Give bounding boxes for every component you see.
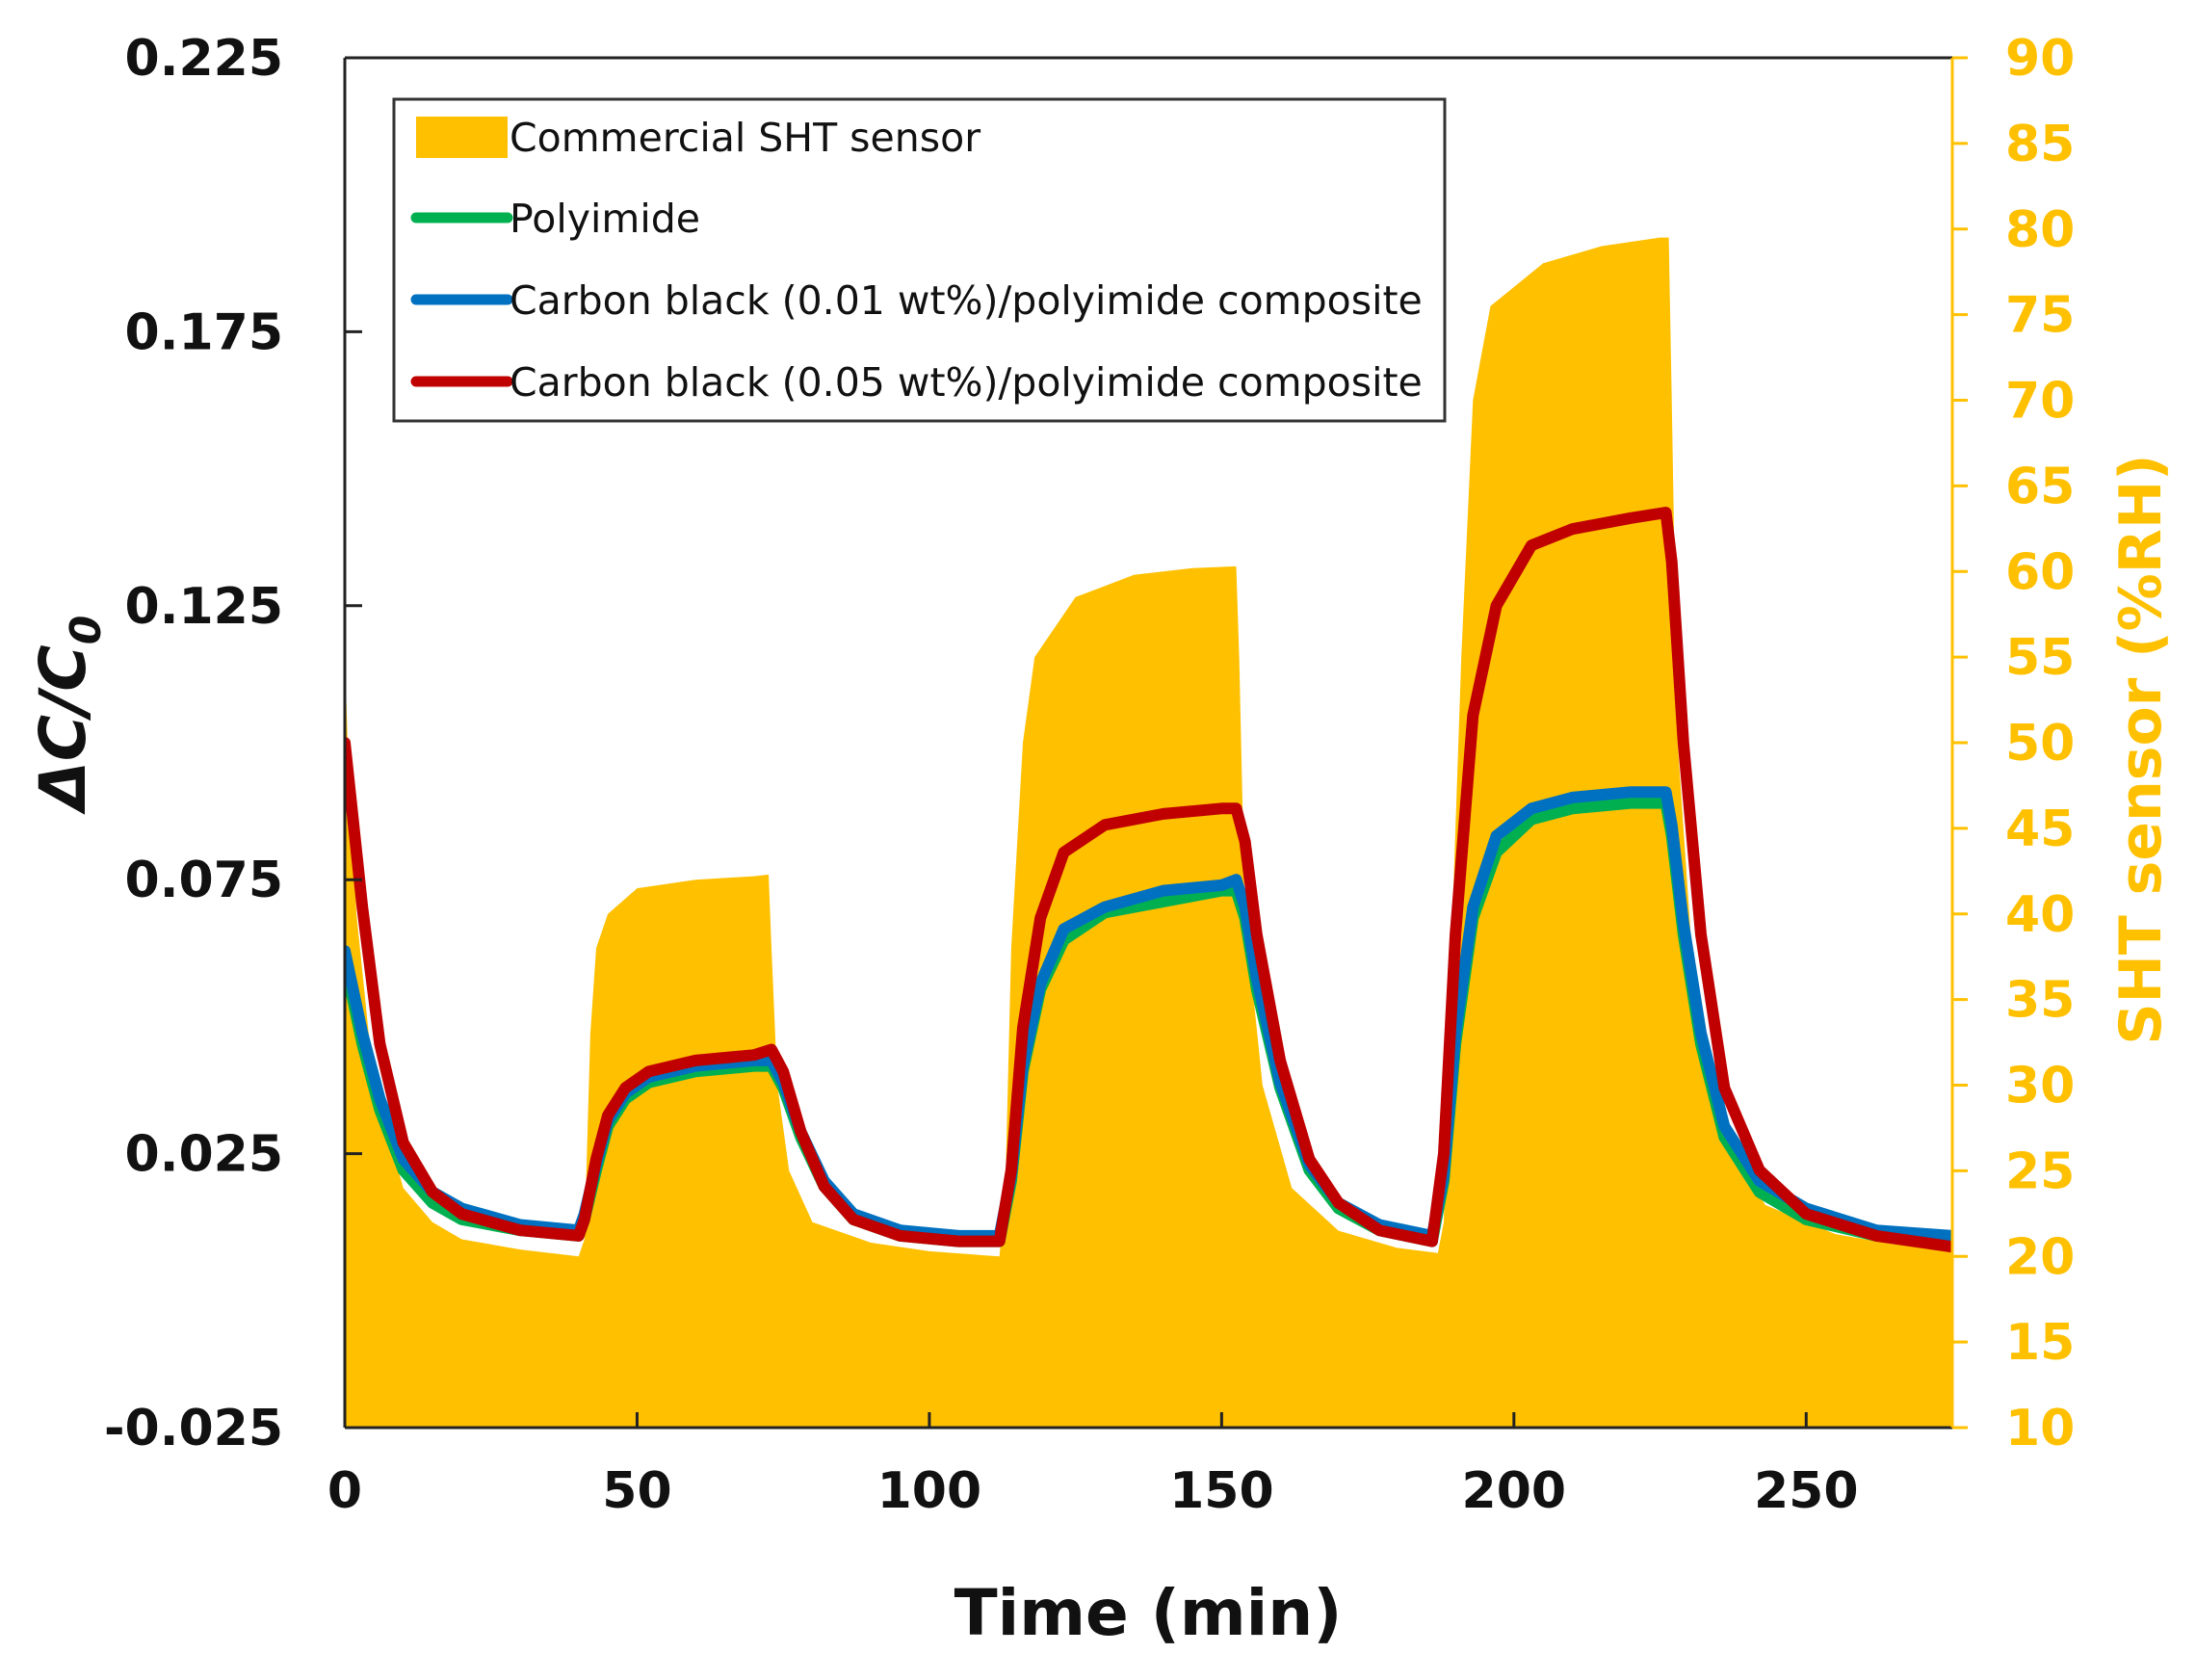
legend: Commercial SHT sensor Polyimide Carbon b… [392, 97, 1447, 423]
y2-tick-label: 15 [2005, 1314, 2075, 1372]
legend-label-commercial-sht: Commercial SHT sensor [510, 115, 980, 161]
x-tick-label: 100 [877, 1462, 982, 1520]
y-tick-label: 0.175 [125, 303, 283, 361]
legend-box [392, 97, 1447, 423]
y2-tick-label: 45 [2005, 801, 2075, 858]
y-label-c: C [26, 715, 100, 761]
y-label-c0: C [26, 644, 100, 691]
legend-swatch-commercial-sht [416, 117, 508, 158]
y2-tick-label: 40 [2005, 886, 2075, 944]
y2-tick-label: 35 [2005, 972, 2075, 1030]
x-tick-label: 200 [1462, 1462, 1567, 1520]
y2-tick-label: 85 [2005, 116, 2075, 173]
legend-label-cb001: Carbon black (0.01 wt%)/polyimide compos… [510, 277, 1423, 324]
y-tick-label: 0.025 [125, 1126, 283, 1184]
y2-tick-label: 60 [2005, 543, 2075, 601]
y-label-delta: Δ [26, 761, 100, 815]
x-tick-label: 250 [1754, 1462, 1859, 1520]
y-tick-label: -0.025 [104, 1400, 283, 1457]
y2-tick-label: 80 [2005, 201, 2075, 259]
x-tick-label: 150 [1169, 1462, 1274, 1520]
y2-tick-label: 90 [2005, 30, 2075, 88]
plot-area [345, 237, 1952, 1428]
x-axis: 0 50 100 150 200 250 [327, 1412, 1859, 1520]
x-axis-label: Time (min) [954, 1576, 1343, 1650]
legend-label-polyimide: Polyimide [510, 196, 700, 242]
y-tick-label: 0.125 [125, 578, 283, 636]
y-axis-label: ΔC/C0 [26, 616, 111, 816]
y2-tick-label: 25 [2005, 1142, 2075, 1200]
y2-tick-label: 10 [2005, 1400, 2075, 1457]
y2-axis-label: SHT sensor (%RH) [2107, 454, 2175, 1044]
y-axis-left: -0.025 0.025 0.075 0.125 0.175 0.225 [104, 30, 362, 1457]
y2-tick-label: 75 [2005, 287, 2075, 345]
y-tick-label: 0.225 [125, 30, 283, 88]
y2-tick-label: 70 [2005, 373, 2075, 431]
x-tick-label: 50 [602, 1462, 671, 1520]
x-tick-label: 0 [327, 1462, 362, 1520]
y-label-subscript: 0 [62, 616, 111, 645]
y2-tick-label: 65 [2005, 458, 2075, 515]
series-line-carbon-black-0-05-wt-polyimide-composite [345, 507, 1952, 1253]
y2-tick-label: 50 [2005, 715, 2075, 773]
legend-label-cb005: Carbon black (0.05 wt%)/polyimide compos… [510, 359, 1423, 406]
y2-tick-label: 30 [2005, 1058, 2075, 1116]
y2-tick-label: 20 [2005, 1228, 2075, 1286]
plot-series-group [345, 237, 1952, 1428]
y-axis-right: 10 15 20 25 30 35 40 45 50 55 60 65 70 75 80 85 90 [1952, 30, 2075, 1457]
y2-tick-label: 55 [2005, 629, 2075, 687]
y-tick-label: 0.075 [125, 852, 283, 909]
